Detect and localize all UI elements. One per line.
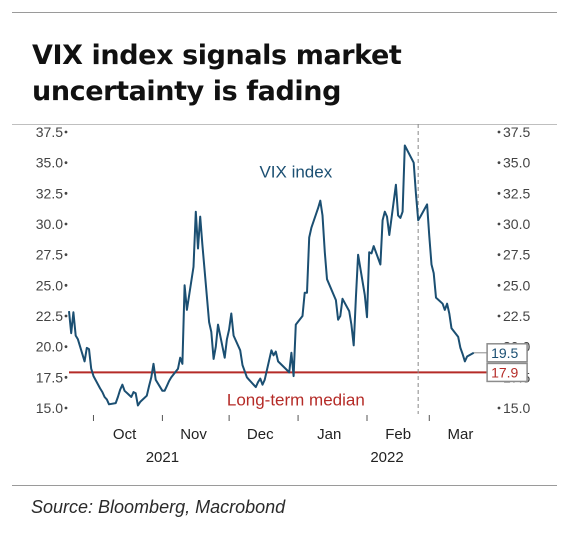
y-tick-dot-left [64,314,68,318]
median-label: Long-term median [227,391,365,410]
y-tick-dot-left [64,253,68,257]
y-tick-dot-right [497,283,501,287]
y-tick-label-right: 30.0 [503,216,530,232]
y-tick-dot-right [497,191,501,195]
y-tick-label-left: 15.0 [36,400,63,416]
y-tick-label-right: 27.5 [503,247,530,263]
y-tick-label-left: 35.0 [36,155,63,171]
x-tick-label: Dec [247,426,274,443]
y-tick-label-right: 37.5 [503,124,530,140]
y-tick-dot-left [64,161,68,165]
y-tick-dot-left [64,130,68,134]
y-tick-label-left: 20.0 [36,339,63,355]
y-tick-dot-right [497,161,501,165]
chart-frame: VIX index signals market uncertainty is … [12,12,557,530]
x-tick-label: Mar [447,426,473,443]
vix-index-line [68,144,475,407]
x-tick-label: Jan [317,426,341,443]
y-tick-label-left: 17.5 [36,369,63,385]
last-value-badge-box [486,343,528,363]
vix-chart: 15.015.017.517.520.020.022.522.525.025.0… [36,124,530,466]
median-value-badge: 17.9 [491,364,518,380]
y-tick-label-right: 15.0 [503,400,530,416]
series-label-vix: VIX index [259,162,332,181]
y-tick-dot-left [64,283,68,287]
y-tick-dot-left [64,375,68,379]
y-tick-label-left: 27.5 [36,247,63,263]
y-tick-dot-left [64,345,68,349]
title-rule [12,124,557,125]
x-tick-label: Oct [113,426,137,443]
x-year-label: 2022 [370,449,403,466]
y-tick-dot-right [497,406,501,410]
x-year-label: 2021 [146,449,179,466]
x-tick-label: Nov [180,426,207,443]
median-value-badge-box [486,362,528,383]
y-tick-dot-left [64,191,68,195]
y-tick-label-right: 32.5 [503,185,530,201]
y-tick-label-left: 37.5 [36,124,63,140]
y-tick-label-left: 22.5 [36,308,63,324]
y-tick-dot-right [497,253,501,257]
y-tick-label-right: 35.0 [503,155,530,171]
y-tick-dot-right [497,130,501,134]
x-tick-label: Feb [385,426,411,443]
y-tick-label-right: 22.5 [503,308,530,324]
y-tick-label-left: 25.0 [36,277,63,293]
y-tick-dot-right [497,314,501,318]
y-tick-dot-left [64,406,68,410]
source-note: Source: Bloomberg, Macrobond [31,497,286,517]
y-tick-label-left: 32.5 [36,185,63,201]
footer-rule [12,485,557,486]
y-tick-dot-right [497,222,501,226]
y-tick-dot-left [64,222,68,226]
last-value-badge: 19.5 [491,345,518,361]
chart-title: VIX index signals market uncertainty is … [32,40,402,107]
top-rule [12,12,557,13]
y-tick-label-left: 30.0 [36,216,63,232]
y-tick-label-right: 25.0 [503,277,530,293]
